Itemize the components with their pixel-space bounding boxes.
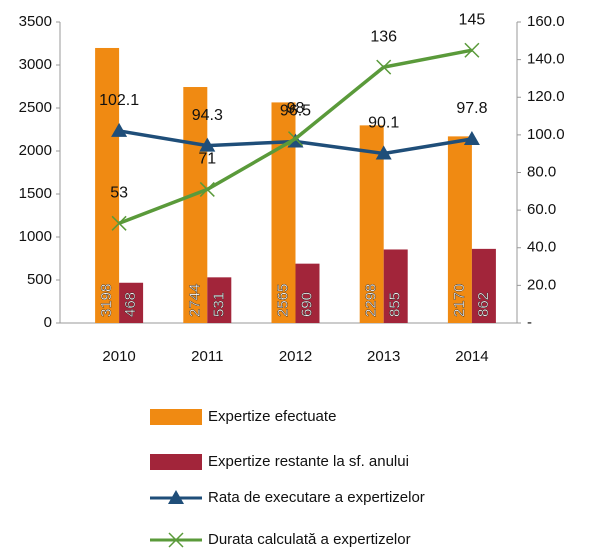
legend-label: Expertize restante la sf. anului [208,453,409,470]
y2-tick-label: 120.0 [527,88,565,105]
bar [447,136,472,323]
line-value-label: 97.8 [456,100,487,117]
bar-value-label: 2170 [451,284,468,317]
y2-tick-label: 80.0 [527,163,556,180]
line-marker [199,137,216,152]
y2-tick-label: 60.0 [527,201,556,218]
line-value-label: 145 [459,11,486,28]
line-marker [168,490,184,504]
y2-tick-label: 100.0 [527,126,565,143]
bar-value-label: 531 [210,292,227,317]
x-tick-label: 2011 [191,348,223,365]
legend-swatch [150,454,202,470]
line-marker [463,131,480,146]
line-value-label: 71 [198,151,216,168]
x-tick-label: 2010 [102,348,135,365]
x-tick-label: 2014 [455,348,488,365]
x-tick-label: 2013 [367,348,400,365]
y-tick-label: 0 [44,314,52,331]
y-tick-label: 2000 [19,142,52,159]
y-tick-label: 3000 [19,56,52,73]
bar-value-label: 2744 [186,284,203,317]
line-marker [376,59,392,75]
bar-value-label: 468 [122,292,139,317]
legend-label: Rata de executare a expertizelor [208,489,425,506]
line-value-label: 94.3 [192,107,223,124]
line-value-label: 53 [110,185,128,202]
line-value-label: 90.1 [368,115,399,132]
line-value-label: 98 [287,100,305,117]
bar-value-label: 855 [387,292,404,317]
bar [183,87,208,324]
line-marker [111,215,127,231]
y2-tick-label: 40.0 [527,239,556,256]
line-value-label: 136 [370,28,397,45]
y-tick-label: 3500 [19,13,52,30]
line-value-label: 102.1 [99,92,139,109]
bar [471,248,496,323]
legend-label: Durata calculată a expertizelor [208,531,411,548]
line-marker [199,181,215,197]
line-marker [168,532,184,548]
y2-tick-label: 160.0 [527,13,565,30]
line-value-label: 96.5 [280,103,311,120]
bar-value-label: 2565 [274,284,291,317]
y2-tick-label: - [527,314,532,331]
line-marker [375,145,392,160]
legend-label: Expertize efectuate [208,408,336,425]
y-tick-label: 1500 [19,185,52,202]
bar [207,277,232,323]
line-marker [287,131,304,147]
bar-value-label: 2298 [363,284,380,317]
y2-tick-label: 140.0 [527,51,565,68]
bar-value-label: 690 [298,292,315,317]
line-marker [111,122,128,137]
y-tick-label: 500 [27,271,52,288]
legend-swatch [150,409,202,425]
bar [295,263,320,323]
bar [95,47,120,324]
y-tick-label: 1000 [19,228,52,245]
y-tick-label: 2500 [19,99,52,116]
bar-value-label: 3198 [98,284,115,317]
bar [383,249,408,323]
bar-value-label: 862 [475,292,492,317]
y2-tick-label: 20.0 [527,276,556,293]
bar [119,282,144,323]
x-tick-label: 2012 [279,348,312,365]
line-marker [464,42,480,58]
